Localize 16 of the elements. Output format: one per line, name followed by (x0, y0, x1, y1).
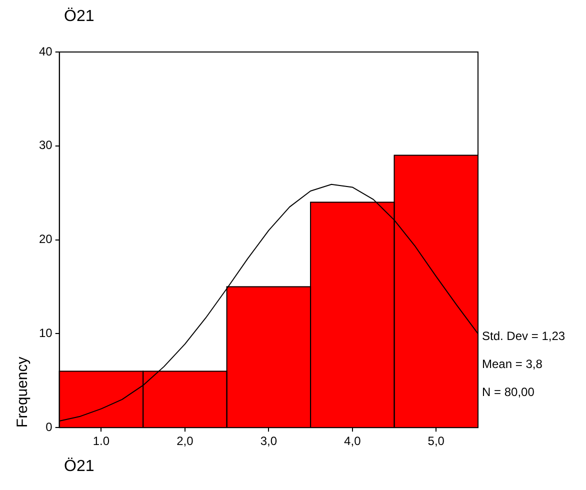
y-tick-label: 20 (38, 232, 53, 246)
text: N = 80,00 (482, 384, 535, 399)
x-tick-label: 1.0 (92, 434, 110, 448)
y-tick-label: 10 (38, 326, 53, 340)
x-tick-label: 5,0 (428, 434, 445, 448)
x-tick-label: 2,0 (176, 434, 194, 448)
y-tick-label: 30 (38, 138, 53, 152)
chart-title: Ö21 (64, 8, 94, 26)
y-axis-title: Frequency (14, 356, 32, 428)
text: Std. Dev = 1,23 (482, 328, 566, 343)
x-tick-label: 4,0 (344, 434, 362, 448)
x-tick-label: 3,0 (260, 434, 278, 448)
text: Mean = 3,8 (482, 356, 543, 371)
x-axis-title: Ö21 (64, 458, 94, 476)
y-tick-label: 0 (46, 420, 53, 434)
y-tick-label: 40 (38, 44, 53, 58)
